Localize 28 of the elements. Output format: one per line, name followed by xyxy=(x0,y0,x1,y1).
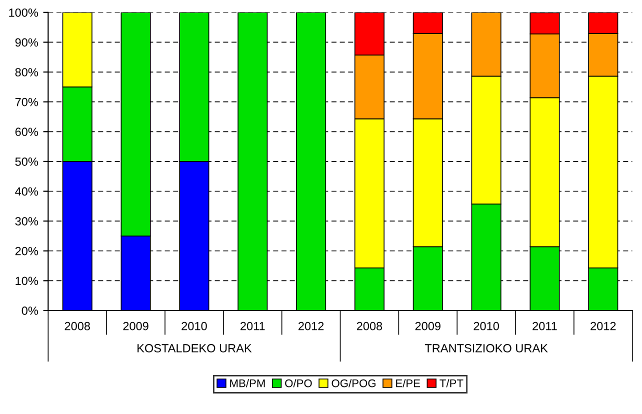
y-tick-label: 90% xyxy=(15,38,38,47)
x-tick-label: 2009 xyxy=(415,322,440,330)
text: TRANTSIZIOKO URAK xyxy=(424,344,548,352)
y-tick-label: 80% xyxy=(15,68,38,76)
text: KOSTALDEKO URAK xyxy=(138,344,252,352)
y-tick-label: 50% xyxy=(15,157,38,166)
legend-label: OG/POG xyxy=(332,379,376,388)
x-tick-label: 2009 xyxy=(123,322,148,330)
y-tick-label: 20% xyxy=(15,246,38,256)
y-tick-label: 60% xyxy=(15,128,38,136)
x-tick-label: 2008 xyxy=(356,322,382,330)
y-tick-label: 100% xyxy=(9,8,38,17)
x-tick-label: 2012 xyxy=(298,322,324,330)
y-tick-label: 30% xyxy=(15,217,38,226)
x-tick-label: 2012 xyxy=(590,322,616,330)
legend-label: MB/PM xyxy=(230,379,265,388)
legend-label: E/PE xyxy=(396,379,420,388)
legend-label: T/PT xyxy=(440,379,464,388)
x-tick-label: 2008 xyxy=(64,322,90,330)
y-tick-label: 40% xyxy=(15,187,38,196)
legend-label: O/PO xyxy=(285,379,312,388)
y-tick-label: 0% xyxy=(22,306,38,315)
x-tick-label: 2011 xyxy=(240,322,265,330)
y-tick-label: 70% xyxy=(15,98,38,106)
y-tick-label: 10% xyxy=(16,276,38,286)
x-tick-label: 2010 xyxy=(182,322,207,330)
x-tick-label: 2011 xyxy=(532,322,557,330)
x-tick-label: 2010 xyxy=(474,322,499,330)
